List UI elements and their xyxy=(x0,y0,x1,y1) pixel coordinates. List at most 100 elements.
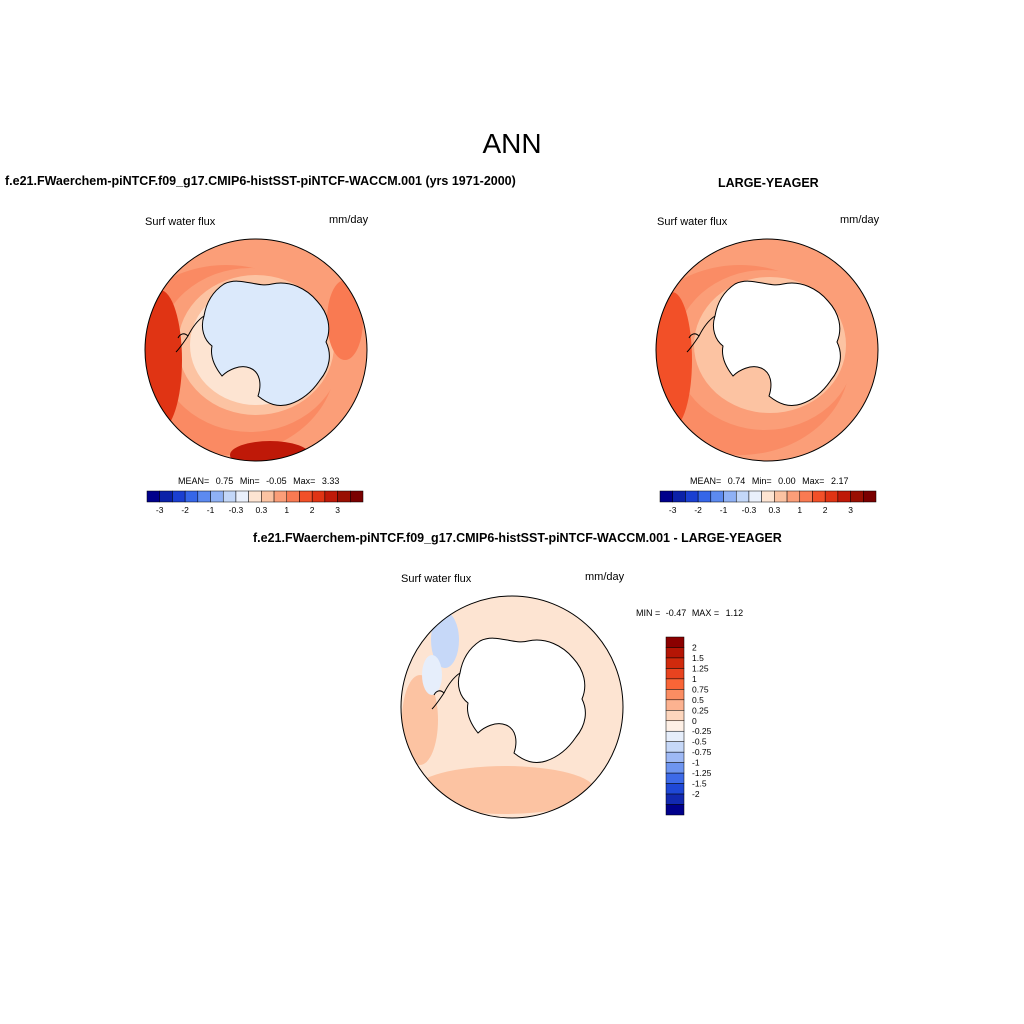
right-colorbar-tick-label: 1 xyxy=(797,505,802,515)
right-colorbar-tick-label: 0.3 xyxy=(768,505,780,515)
diff-colorbar-tick-label: -1.5 xyxy=(692,779,707,789)
diff-colorbar-swatch xyxy=(665,772,685,784)
left-east-wet xyxy=(327,280,363,360)
left-colorbar-tick-label: -2 xyxy=(181,505,189,515)
left-colorbar-tick-label: 3 xyxy=(335,505,340,515)
left-west-wet xyxy=(145,290,182,430)
right-colorbar-swatch xyxy=(761,490,775,503)
diff-colorbar-tick-label: -1.25 xyxy=(692,768,712,778)
right-colorbar-tick-label: 3 xyxy=(848,505,853,515)
diff-colorbar-tick-label: 0.25 xyxy=(692,705,709,715)
diff-variable-label: Surf water flux xyxy=(401,573,472,585)
diff-colorbar-swatch xyxy=(665,783,685,795)
diff-south-wet xyxy=(415,766,595,814)
diff-colorbar-tick-label: 0 xyxy=(692,716,697,726)
right-max-label: Max= xyxy=(802,476,825,486)
left-colorbar-swatch xyxy=(286,490,300,503)
right-stats: MEAN= 0.74 Min= 0.00 Max= 2.17 xyxy=(690,476,848,486)
diff-panel-title: f.e21.FWaerchem-piNTCF.f09_g17.CMIP6-his… xyxy=(253,531,782,545)
left-max-label: Max= xyxy=(293,476,316,486)
diff-colorbar-swatch xyxy=(665,710,685,722)
right-min-value: 0.00 xyxy=(778,476,796,486)
right-colorbar-swatch xyxy=(850,490,864,503)
diff-colorbar-swatch xyxy=(665,762,685,774)
left-colorbar: -3 -2 -1 -0.3 0.3 1 2 3 xyxy=(146,490,364,515)
diff-colorbar-swatch xyxy=(665,804,685,816)
left-mean-label: MEAN= xyxy=(178,476,210,486)
diff-colorbar-tick-label: -0.5 xyxy=(692,737,707,747)
left-colorbar-swatch xyxy=(210,490,224,503)
right-colorbar-swatch xyxy=(799,490,813,503)
diff-min-value: -0.47 xyxy=(665,608,687,618)
diff-colorbar-swatch xyxy=(665,657,685,669)
right-panel-title: LARGE-YEAGER xyxy=(718,176,819,190)
right-polar-map xyxy=(655,238,879,462)
right-colorbar-swatch xyxy=(863,490,877,503)
left-colorbar-swatch xyxy=(146,490,160,503)
left-colorbar-swatch xyxy=(248,490,262,503)
left-colorbar-tick-label: 2 xyxy=(310,505,315,515)
diff-colorbar-swatch xyxy=(665,668,685,680)
right-colorbar-tick-label: 2 xyxy=(823,505,828,515)
diff-colorbar: 21.51.2510.750.50.250-0.25-0.5-0.75-1-1.… xyxy=(665,636,712,816)
right-colorbar-swatch xyxy=(735,490,750,503)
left-colorbar-swatch xyxy=(311,490,326,503)
left-south-wet xyxy=(230,441,310,461)
right-mean-value: 0.74 xyxy=(727,476,746,486)
diff-units-label: mm/day xyxy=(585,571,625,583)
diff-colorbar-tick-label: 1 xyxy=(692,674,697,684)
right-colorbar-swatch xyxy=(824,490,839,503)
diff-colorbar-tick-label: 0.75 xyxy=(692,684,709,694)
right-colorbar-swatch xyxy=(774,490,788,503)
left-panel-title: f.e21.FWaerchem-piNTCF.f09_g17.CMIP6-his… xyxy=(5,174,516,188)
left-polar-map xyxy=(144,238,368,462)
right-colorbar-swatch xyxy=(812,490,826,503)
diff-neg-anomaly-2 xyxy=(422,655,442,695)
diff-colorbar-swatch xyxy=(665,741,685,753)
right-colorbar-swatch xyxy=(748,490,762,503)
left-mean-value: 0.75 xyxy=(215,476,234,486)
diff-colorbar-tick-label: -0.25 xyxy=(692,726,712,736)
left-min-value: -0.05 xyxy=(266,476,287,486)
diff-polar-map xyxy=(400,595,624,819)
diff-map-border xyxy=(400,595,624,819)
left-colorbar-swatch xyxy=(299,490,313,503)
left-colorbar-tick-label: -1 xyxy=(207,505,215,515)
diff-colorbar-tick-label: 1.25 xyxy=(692,663,709,673)
diff-colorbar-tick-label: 2 xyxy=(692,642,697,652)
left-map-border xyxy=(144,238,368,462)
right-colorbar-swatch xyxy=(685,490,699,503)
right-colorbar-swatch xyxy=(786,490,801,503)
left-colorbar-swatch xyxy=(172,490,186,503)
right-colorbar-swatch xyxy=(710,490,724,503)
diff-colorbar-swatch xyxy=(665,793,685,805)
left-colorbar-swatch xyxy=(261,490,275,503)
right-colorbar-tick-label: -0.3 xyxy=(742,505,757,515)
right-units-label: mm/day xyxy=(840,214,880,226)
diff-max-value: 1.12 xyxy=(725,608,744,618)
right-colorbar: -3 -2 -1 -0.3 0.3 1 2 3 xyxy=(659,490,877,515)
right-max-value: 2.17 xyxy=(830,476,849,486)
left-units-label: mm/day xyxy=(329,214,369,226)
left-colorbar-tick-label: 1 xyxy=(284,505,289,515)
left-colorbar-swatch xyxy=(324,490,338,503)
left-colorbar-swatch xyxy=(222,490,237,503)
right-colorbar-tick-label: -3 xyxy=(669,505,677,515)
left-variable-label: Surf water flux xyxy=(145,216,216,228)
right-map-border xyxy=(655,238,879,462)
diff-colorbar-tick-label: -1 xyxy=(692,758,700,768)
left-colorbar-tick-label: 0.3 xyxy=(255,505,267,515)
left-colorbar-swatch xyxy=(350,490,364,503)
diff-colorbar-swatch xyxy=(665,751,685,763)
right-colorbar-swatch xyxy=(697,490,712,503)
diff-colorbar-tick-label: 1.5 xyxy=(692,653,704,663)
diff-neg-anomaly-1 xyxy=(431,612,459,668)
diff-colorbar-swatch xyxy=(665,678,685,690)
right-colorbar-swatch xyxy=(659,490,673,503)
diff-colorbar-swatch xyxy=(665,720,685,732)
left-colorbar-tick-label: -0.3 xyxy=(229,505,244,515)
left-stats: MEAN= 0.75 Min= -0.05 Max= 3.33 xyxy=(178,476,339,486)
diff-colorbar-swatch xyxy=(665,647,685,659)
left-colorbar-swatch xyxy=(273,490,288,503)
